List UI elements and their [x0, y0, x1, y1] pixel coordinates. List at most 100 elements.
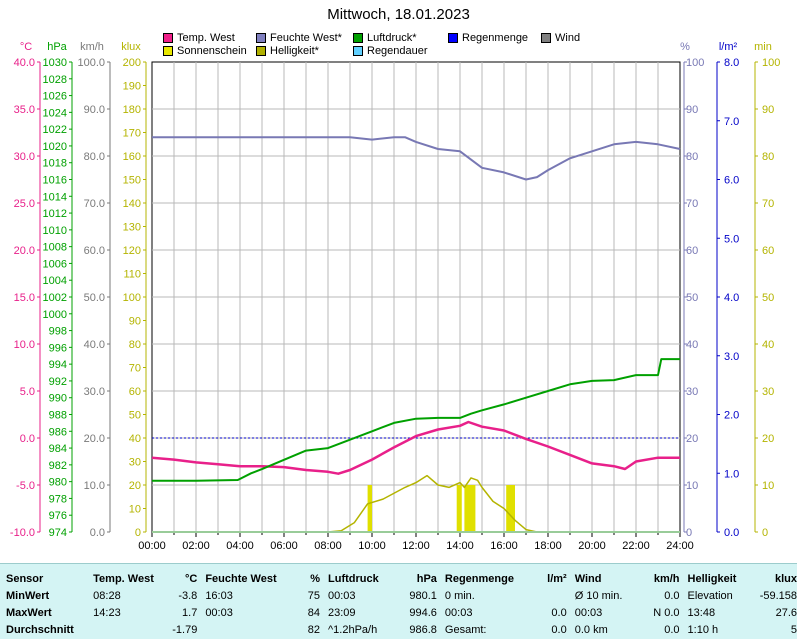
- stats-cell: °C: [184, 572, 198, 585]
- stats-cell: 1:10 h: [687, 623, 719, 636]
- legend-item-wind: Wind: [541, 32, 580, 44]
- stats-row: MaxWert 14:23 1.7 00:03 84 23:09 994.6 00:03 0.0…: [6, 604, 797, 621]
- stats-cell: 0.0: [664, 589, 680, 602]
- humidity-tick-label: 0: [686, 527, 692, 539]
- legend-label: Temp. West: [177, 32, 235, 44]
- legend-item-rain: Regenmenge: [448, 32, 528, 44]
- stats-cell: -1.79: [172, 623, 198, 636]
- temp-tick-label: 0.0: [20, 433, 35, 445]
- humidity-tick-label: 70: [686, 198, 698, 210]
- humidity-tick-label: 50: [686, 292, 698, 304]
- lux-tick-label: 120: [123, 245, 141, 257]
- wind-tick-label: 80.0: [84, 151, 105, 163]
- humidity-tick-label: 90: [686, 104, 698, 116]
- temp-tick-label: 10.0: [14, 339, 35, 351]
- legend-item-humidity: Feuchte West*: [256, 32, 342, 44]
- x-tick-label: 12:00: [402, 540, 430, 552]
- stats-cell: Feuchte West: [205, 572, 277, 585]
- minutes-tick-label: 80: [762, 151, 774, 163]
- lux-tick-label: 170: [123, 128, 141, 140]
- stats-cell: 23:09: [328, 606, 356, 619]
- stats-cell: 00:03: [328, 589, 356, 602]
- stats-table: Sensor Temp. West °C Feuchte West% Luftdruck…: [6, 570, 797, 638]
- stats-cell: Luftdruck: [328, 572, 379, 585]
- stats-cell: 0.0 km: [574, 623, 608, 636]
- stats-cell: km/h: [653, 572, 680, 585]
- x-tick-label: 18:00: [534, 540, 562, 552]
- legend-label: Feuchte West*: [270, 32, 342, 44]
- pressure-tick-label: 1024: [43, 107, 67, 119]
- temp-tick-label: 20.0: [14, 245, 35, 257]
- pressure-tick-label: 980: [49, 477, 67, 489]
- humidity-tick-label: 80: [686, 151, 698, 163]
- minutes-tick-label: 40: [762, 339, 774, 351]
- x-tick-label: 22:00: [622, 540, 650, 552]
- stats-cell: l/m²: [547, 572, 567, 585]
- stats-cell: 00:03: [574, 606, 603, 619]
- wind-tick-label: 10.0: [84, 480, 105, 492]
- pressure-axis-unit: hPa: [47, 41, 67, 53]
- stats-row-label: Sensor: [6, 572, 44, 585]
- stats-panel: Sensor Temp. West °C Feuchte West% Luftdruck…: [0, 563, 797, 639]
- temp-tick-label: -5.0: [16, 480, 35, 492]
- pressure-tick-label: 1028: [43, 74, 67, 86]
- lux-tick-label: 20: [129, 480, 141, 492]
- rain-tick-label: 4.0: [724, 292, 739, 304]
- wind-tick-label: 0.0: [90, 527, 105, 539]
- axes: 00:00 02:00 04:00 06:00 08:00 10:00 12:00 14:00…: [10, 41, 780, 552]
- pressure-tick-label: 1020: [43, 141, 67, 153]
- x-tick-label: 02:00: [182, 540, 210, 552]
- stats-cell: N 0.0: [653, 606, 680, 619]
- minutes-tick-label: 0: [762, 527, 768, 539]
- stats-cell: -3.8: [178, 589, 198, 602]
- stats-cell: 00:03: [444, 606, 473, 619]
- stats-row: Durchschnitt -1.79 82 ^1.2hPa/h 986.8 Gesamt:…: [6, 621, 797, 638]
- series-line-helligkeit-: [152, 474, 680, 533]
- pressure-tick-label: 1026: [43, 91, 67, 103]
- stats-cell: 84: [307, 606, 320, 619]
- temp-tick-label: 25.0: [14, 198, 35, 210]
- stats-cell: ^1.2hPa/h: [328, 623, 378, 636]
- wind-tick-label: 20.0: [84, 433, 105, 445]
- minutes-tick-label: 10: [762, 480, 774, 492]
- minutes-tick-label: 100: [762, 57, 780, 69]
- sunshine-bar: [367, 485, 372, 532]
- rain-tick-label: 5.0: [724, 233, 739, 245]
- lux-tick-label: 40: [129, 433, 141, 445]
- humidity-tick-label: 30: [686, 386, 698, 398]
- legend-label: Helligkeit*: [270, 45, 319, 57]
- lux-tick-label: 140: [123, 198, 141, 210]
- legend-label: Sonnenschein: [177, 45, 247, 57]
- x-tick-label: 10:00: [358, 540, 386, 552]
- stats-cell: Ø 10 min.: [574, 589, 623, 602]
- series: [151, 136, 681, 533]
- pressure-tick-label: 1002: [43, 292, 67, 304]
- stats-cell: 00:03: [205, 606, 233, 619]
- minutes-tick-label: 50: [762, 292, 774, 304]
- stats-cell: 0.0: [664, 623, 680, 636]
- pressure-tick-label: 1004: [43, 275, 67, 287]
- lux-tick-label: 90: [129, 316, 141, 328]
- stats-row-label: MinWert: [6, 589, 50, 602]
- stats-cell: 980.1: [409, 589, 437, 602]
- lux-tick-label: 160: [123, 151, 141, 163]
- lux-tick-label: 100: [123, 292, 141, 304]
- wind-tick-label: 90.0: [84, 104, 105, 116]
- pressure-tick-label: 990: [49, 393, 67, 405]
- lux-tick-label: 60: [129, 386, 141, 398]
- humidity-tick-label: 60: [686, 245, 698, 257]
- stats-cell: 0 min.: [444, 589, 475, 602]
- temp-tick-label: -10.0: [10, 527, 35, 539]
- lux-tick-label: 30: [129, 457, 141, 469]
- pressure-tick-label: 976: [49, 510, 67, 522]
- stats-cell: 994.6: [409, 606, 437, 619]
- stats-cell: 08:28: [93, 589, 121, 602]
- minutes-tick-label: 70: [762, 198, 774, 210]
- temp-tick-label: 30.0: [14, 151, 35, 163]
- lux-tick-label: 10: [129, 504, 141, 516]
- x-tick-label: 06:00: [270, 540, 298, 552]
- stats-cell: klux: [774, 572, 797, 585]
- humidity-tick-label: 40: [686, 339, 698, 351]
- temp-tick-label: 40.0: [14, 57, 35, 69]
- stats-cell: 27.6: [775, 606, 797, 619]
